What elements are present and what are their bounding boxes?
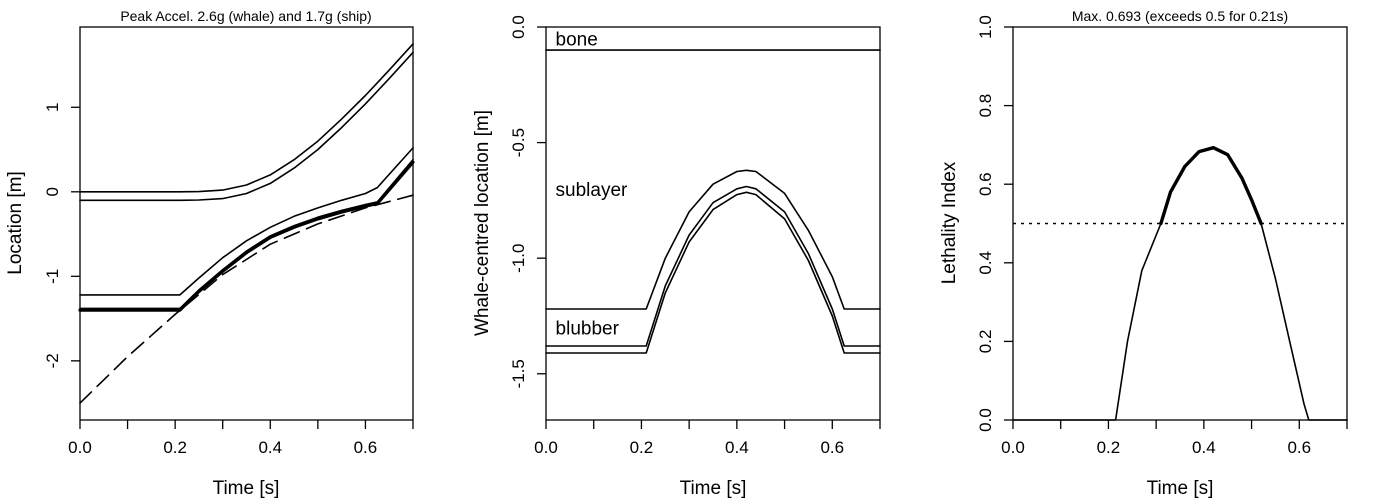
y-tick-label: 0.4 <box>976 251 995 275</box>
panel-whale-centred: Time [s] Whale-centred location [m] 0.0 0… <box>472 15 881 499</box>
y-tick-label: 1.0 <box>976 15 995 39</box>
x-tick-label: 0.6 <box>1287 438 1311 457</box>
y-tick-label: 0.0 <box>976 408 995 432</box>
x-tick-label: 0.0 <box>534 438 558 457</box>
x-axis-title: Time [s] <box>1147 478 1214 499</box>
series-line <box>79 194 414 404</box>
plot-frame <box>79 26 414 421</box>
x-tick-label: 0.6 <box>820 438 844 457</box>
x-tick-label: 0.4 <box>258 438 282 457</box>
y-tick-label: 0.8 <box>976 94 995 118</box>
plot-title: Max. 0.693 (exceeds 0.5 for 0.21s) <box>1072 8 1288 24</box>
series-line <box>79 147 414 296</box>
x-tick-label: 0.6 <box>354 438 378 457</box>
y-tick-label: -0.5 <box>509 128 528 157</box>
plot-title: Peak Accel. 2.6g (whale) and 1.7g (ship) <box>120 8 371 24</box>
series-line <box>545 169 881 310</box>
y-axis-title: Whale-centred location [m] <box>472 110 493 336</box>
y-tick-label: 0 <box>43 187 62 196</box>
series-line <box>1260 222 1348 421</box>
plot-frame <box>545 26 881 421</box>
x-tick-label: 0.0 <box>1001 438 1025 457</box>
panel-location: Peak Accel. 2.6g (whale) and 1.7g (ship)… <box>5 8 415 499</box>
series-line <box>545 185 881 347</box>
x-tick-label: 0.0 <box>68 438 92 457</box>
x-tick-label: 0.2 <box>1097 438 1121 457</box>
y-tick-label: 0.6 <box>976 172 995 196</box>
x-tick-label: 0.2 <box>630 438 654 457</box>
layer-label: blubber <box>556 319 620 340</box>
y-tick-label: -2 <box>43 353 62 368</box>
y-tick-label: 0.0 <box>509 15 528 39</box>
y-tick-label: -1 <box>43 269 62 284</box>
series-line <box>79 158 414 310</box>
series-line <box>1159 145 1263 226</box>
y-axis-title: Location [m] <box>5 171 26 275</box>
x-axis-title: Time [s] <box>680 478 747 499</box>
series-line <box>1012 222 1162 421</box>
panel-lethality: Max. 0.693 (exceeds 0.5 for 0.21s) Time … <box>939 8 1348 499</box>
series-line <box>78 160 415 312</box>
y-tick-label: 0.2 <box>976 330 995 354</box>
x-tick-label: 0.2 <box>163 438 187 457</box>
x-axis-title: Time [s] <box>213 478 280 499</box>
series-line <box>545 191 881 354</box>
layer-label: sublayer <box>556 180 628 201</box>
series-line <box>79 51 414 202</box>
y-tick-label: -1.5 <box>509 359 528 388</box>
layer-label: bone <box>556 30 598 51</box>
series-line <box>79 43 414 193</box>
x-tick-label: 0.4 <box>1192 438 1216 457</box>
y-axis-title: Lethality Index <box>939 161 960 284</box>
y-tick-label: -1.0 <box>509 244 528 273</box>
y-tick-label: 1 <box>43 103 62 112</box>
x-tick-label: 0.4 <box>725 438 749 457</box>
